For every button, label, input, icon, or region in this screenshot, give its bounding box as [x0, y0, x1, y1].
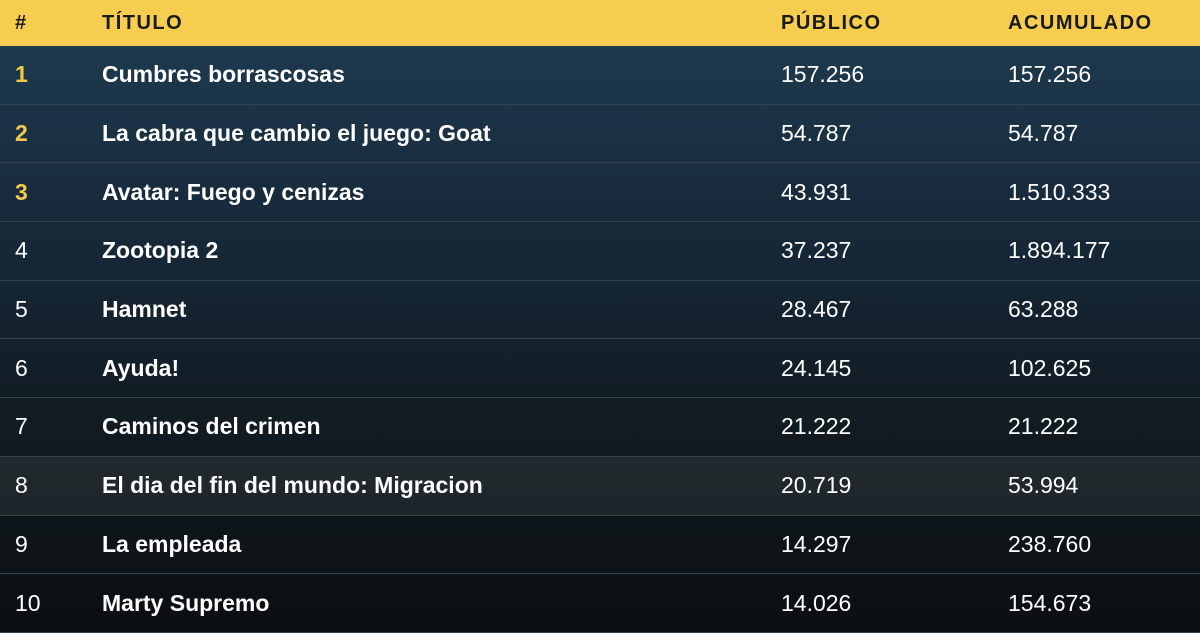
cumulative-cell: 21.222 — [1008, 413, 1079, 440]
cumulative-cell: 157.256 — [1008, 61, 1092, 88]
audience-cell: 14.297 — [781, 530, 852, 557]
title-cell: Zootopia 2 — [102, 237, 219, 264]
cumulative-cell: 238.760 — [1008, 530, 1092, 557]
table-row: 4 Zootopia 2 37.237 1.894.177 — [0, 222, 1200, 281]
table-row: 6 Ayuda! 24.145 102.625 — [0, 339, 1200, 399]
audience-cell: 14.026 — [781, 589, 852, 616]
rank-cell: 7 — [15, 413, 28, 440]
header-title: TÍTULO — [102, 11, 184, 34]
title-cell: La cabra que cambio el juego: Goat — [102, 120, 491, 147]
cumulative-cell: 1.894.177 — [1008, 237, 1111, 264]
header-row: # TÍTULO PÚBLICO ACUMULADO — [0, 0, 1200, 46]
header-audience: PÚBLICO — [781, 11, 882, 34]
rank-cell: 9 — [15, 530, 28, 557]
title-cell: Ayuda! — [102, 354, 180, 381]
audience-cell: 157.256 — [781, 61, 865, 88]
table-row: 9 La empleada 14.297 238.760 — [0, 516, 1200, 575]
table-row: 2 La cabra que cambio el juego: Goat 54.78… — [0, 105, 1200, 164]
cumulative-cell: 53.994 — [1008, 472, 1079, 499]
rank-cell: 2 — [15, 120, 28, 147]
title-cell: Caminos del crimen — [102, 413, 321, 440]
audience-cell: 43.931 — [781, 178, 852, 205]
rank-cell: 1 — [15, 61, 28, 88]
audience-cell: 21.222 — [781, 413, 852, 440]
rank-cell: 3 — [15, 178, 28, 205]
rank-cell: 6 — [15, 354, 28, 381]
cumulative-cell: 1.510.333 — [1008, 178, 1111, 205]
table-row: 8 El dia del fin del mundo: Migracion 20.7… — [0, 456, 1200, 516]
table-row: 7 Caminos del crimen 21.222 21.222 — [0, 398, 1200, 457]
title-cell: La empleada — [102, 530, 242, 557]
header-rank: # — [15, 11, 28, 34]
title-cell: Avatar: Fuego y cenizas — [102, 178, 365, 205]
table-row: 5 Hamnet 28.467 63.288 — [0, 281, 1200, 340]
title-cell: El dia del fin del mundo: Migracion — [102, 472, 483, 499]
title-cell: Cumbres borrascosas — [102, 61, 345, 88]
audience-cell: 20.719 — [781, 472, 852, 499]
rank-cell: 8 — [15, 472, 28, 499]
audience-cell: 54.787 — [781, 120, 852, 147]
title-cell: Marty Supremo — [102, 589, 270, 616]
title-cell: Hamnet — [102, 296, 187, 323]
rank-cell: 4 — [15, 237, 28, 264]
rank-cell: 10 — [15, 589, 41, 616]
cumulative-cell: 63.288 — [1008, 296, 1079, 323]
cumulative-cell: 54.787 — [1008, 120, 1079, 147]
cumulative-cell: 154.673 — [1008, 589, 1092, 616]
audience-cell: 24.145 — [781, 354, 852, 381]
rank-cell: 5 — [15, 296, 28, 323]
table-row: 10 Marty Supremo 14.026 154.673 — [0, 574, 1200, 633]
header-cumulative: ACUMULADO — [1008, 11, 1153, 34]
audience-cell: 37.237 — [781, 237, 852, 264]
table-row: 1 Cumbres borrascosas 157.256 157.256 — [0, 46, 1200, 105]
audience-cell: 28.467 — [781, 296, 852, 323]
cumulative-cell: 102.625 — [1008, 354, 1092, 381]
table-row: 3 Avatar: Fuego y cenizas 43.931 1.510.333 — [0, 163, 1200, 223]
